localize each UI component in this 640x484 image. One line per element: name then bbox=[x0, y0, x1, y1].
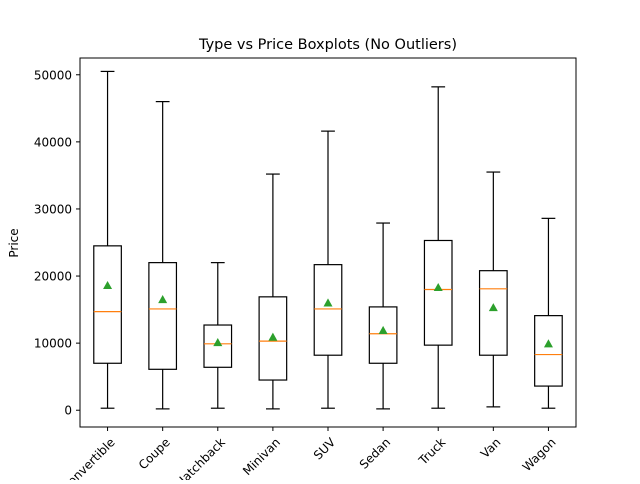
mean-marker bbox=[213, 337, 223, 347]
iqr-box bbox=[534, 315, 563, 387]
y-tick-label: 10000 bbox=[34, 337, 72, 351]
mean-marker bbox=[378, 325, 388, 334]
mean-marker bbox=[433, 282, 443, 292]
iqr-box bbox=[148, 262, 178, 370]
iqr-box bbox=[368, 306, 398, 364]
iqr-box bbox=[478, 270, 508, 356]
mean-marker bbox=[103, 280, 113, 290]
iqr-box bbox=[313, 264, 343, 356]
boxplot-hatchback bbox=[203, 262, 233, 409]
boxplot-coupe bbox=[148, 101, 178, 410]
chart-title: Type vs Price Boxplots (No Outliers) bbox=[198, 37, 457, 53]
y-tick-label: 50000 bbox=[34, 68, 72, 82]
iqr-box bbox=[423, 239, 453, 346]
iqr-box bbox=[258, 296, 288, 381]
boxplot-sedan bbox=[368, 222, 398, 410]
iqr-box bbox=[93, 245, 122, 364]
mean-marker bbox=[543, 339, 553, 348]
boxplot-minivan bbox=[258, 173, 288, 410]
mean-marker bbox=[488, 303, 498, 312]
iqr-box bbox=[203, 324, 233, 368]
y-tick-label: 30000 bbox=[34, 202, 72, 216]
boxplot-wagon bbox=[534, 217, 563, 409]
boxplot-suv bbox=[313, 130, 343, 409]
boxplot-convertible bbox=[93, 70, 122, 409]
mean-marker bbox=[158, 295, 168, 304]
y-tick-label: 0 bbox=[64, 404, 72, 418]
y-tick-label: 40000 bbox=[34, 135, 72, 149]
mean-marker bbox=[268, 332, 278, 341]
boxplot-van bbox=[478, 171, 508, 408]
y-tick-label: 20000 bbox=[34, 270, 72, 284]
y-axis-label: Price bbox=[7, 228, 21, 257]
mean-marker bbox=[323, 298, 333, 307]
boxplot-truck bbox=[423, 86, 453, 409]
